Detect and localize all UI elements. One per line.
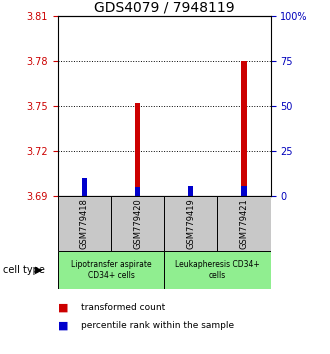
Bar [135, 103, 140, 187]
Bar [58, 251, 164, 289]
Bar [241, 61, 247, 196]
Text: ▶: ▶ [35, 265, 42, 275]
Bar [164, 196, 217, 251]
Text: Lipotransfer aspirate
CD34+ cells: Lipotransfer aspirate CD34+ cells [71, 260, 151, 280]
Text: GSM779420: GSM779420 [133, 199, 142, 249]
Text: ■: ■ [58, 303, 68, 313]
Bar [82, 184, 87, 196]
Text: percentile rank within the sample: percentile rank within the sample [81, 321, 234, 330]
Bar [188, 193, 193, 196]
Bar [135, 103, 140, 196]
Bar [217, 196, 271, 251]
Text: Leukapheresis CD34+
cells: Leukapheresis CD34+ cells [175, 260, 260, 280]
Text: GSM779419: GSM779419 [186, 199, 195, 249]
Bar [111, 196, 164, 251]
Text: ■: ■ [58, 321, 68, 331]
Text: cell type: cell type [3, 265, 45, 275]
Bar [164, 251, 271, 289]
Text: transformed count: transformed count [81, 303, 165, 313]
Bar [58, 196, 111, 251]
Bar [82, 178, 87, 196]
Title: GDS4079 / 7948119: GDS4079 / 7948119 [94, 1, 235, 15]
Bar [135, 187, 140, 196]
Text: GSM779418: GSM779418 [80, 199, 89, 249]
Bar [241, 186, 247, 196]
Bar [188, 186, 193, 196]
Text: GSM779421: GSM779421 [240, 199, 248, 249]
Bar [241, 61, 247, 186]
